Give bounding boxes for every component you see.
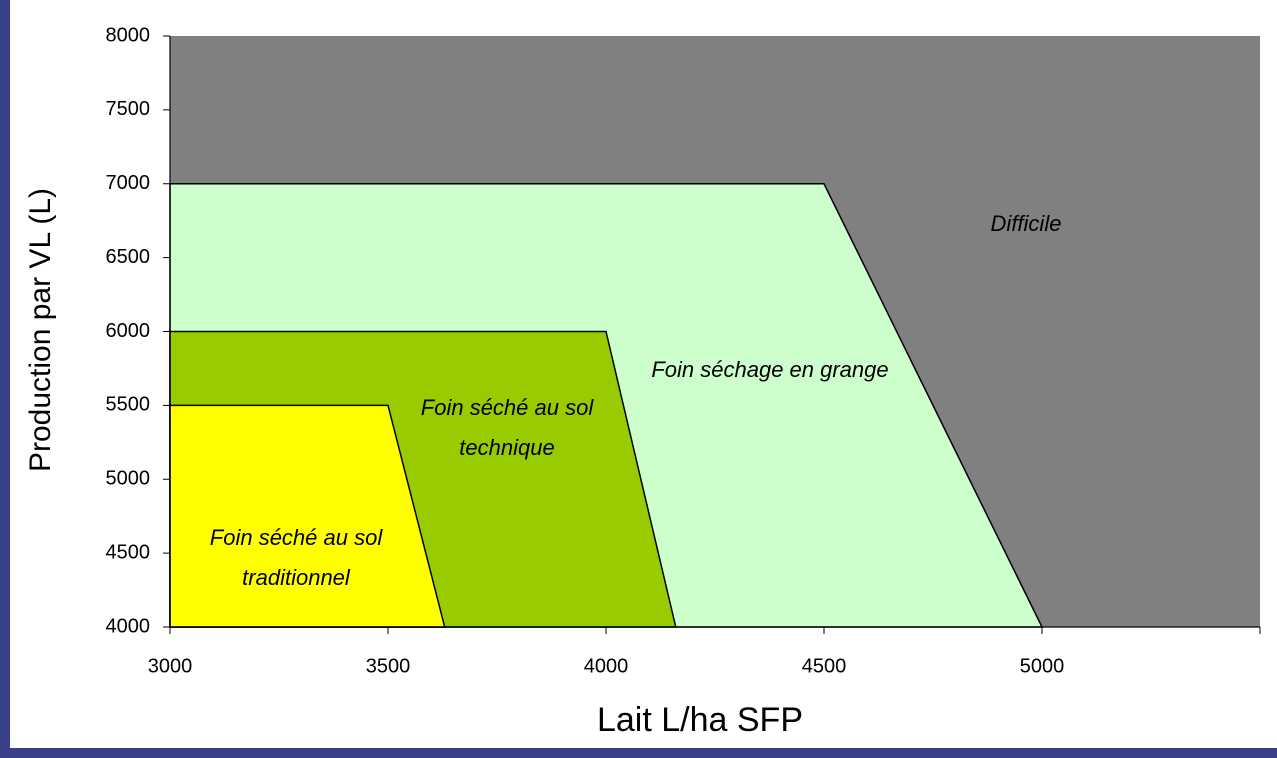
region-label: Foin séché au sol technique	[420, 395, 594, 460]
y-axis-label: Production par VL (L)	[24, 188, 57, 472]
x-tick-label: 3000	[148, 655, 193, 677]
x-tick-label: 4500	[802, 655, 847, 677]
y-tick-label: 7000	[106, 172, 151, 194]
x-tick-label: 3500	[366, 655, 411, 677]
y-tick-label: 5000	[106, 468, 151, 490]
x-tick-label: 4000	[584, 655, 629, 677]
region-label: Difficile	[990, 211, 1062, 236]
y-tick-label: 8000	[106, 24, 151, 46]
y-tick-label: 4000	[106, 615, 151, 637]
x-tick-label: 5000	[1020, 655, 1065, 677]
x-axis-label: Lait L/ha SFP	[597, 701, 803, 739]
y-tick-label: 5500	[106, 394, 151, 416]
region-label: Foin séché au sol traditionnel	[209, 525, 383, 590]
region-label: Foin séchage en grange	[651, 357, 889, 382]
y-tick-label: 6500	[106, 246, 151, 268]
y-tick-label: 7500	[106, 98, 151, 120]
y-tick-label: 4500	[106, 541, 151, 563]
y-tick-label: 6000	[106, 320, 151, 342]
